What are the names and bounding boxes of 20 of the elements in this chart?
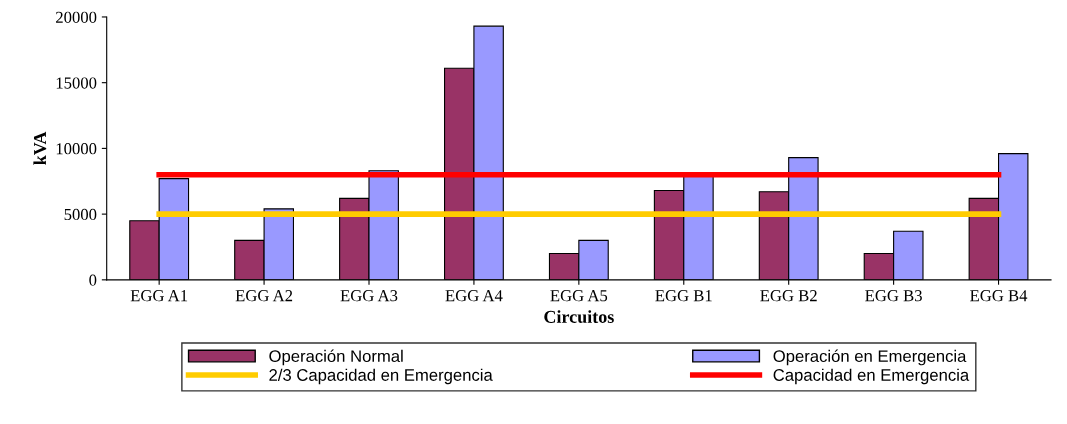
x-tick-label: EGG A3	[340, 290, 398, 302]
legend-label: Operación en Emergencia	[773, 349, 967, 366]
x-tick-label: EGG A5	[550, 290, 608, 302]
x-tick-label: EGG A1	[130, 290, 188, 302]
legend-label: 2/3 Capacidad en Emergencia	[269, 368, 493, 385]
legend-label: Operación Normal	[269, 349, 403, 366]
y-tick-label: 0	[89, 274, 97, 286]
x-tick-label: EGG B4	[970, 290, 1028, 302]
y-tick-label: 10000	[56, 143, 97, 155]
legend-label: Capacidad en Emergencia	[773, 368, 970, 385]
x-tick-label: EGG B3	[865, 290, 922, 302]
x-tick-label: EGG B2	[760, 290, 817, 302]
x-tick-label: EGG A4	[445, 290, 503, 302]
y-tick-label: 15000	[56, 77, 97, 89]
x-tick-label: EGG B1	[655, 290, 712, 302]
x-tick-label: EGG A2	[235, 290, 293, 302]
x-axis-title: Circuitos	[544, 310, 614, 323]
y-tick-label: 5000	[64, 208, 97, 221]
y-tick-label: 20000	[56, 11, 97, 23]
y-axis-title: kVA	[33, 131, 47, 165]
